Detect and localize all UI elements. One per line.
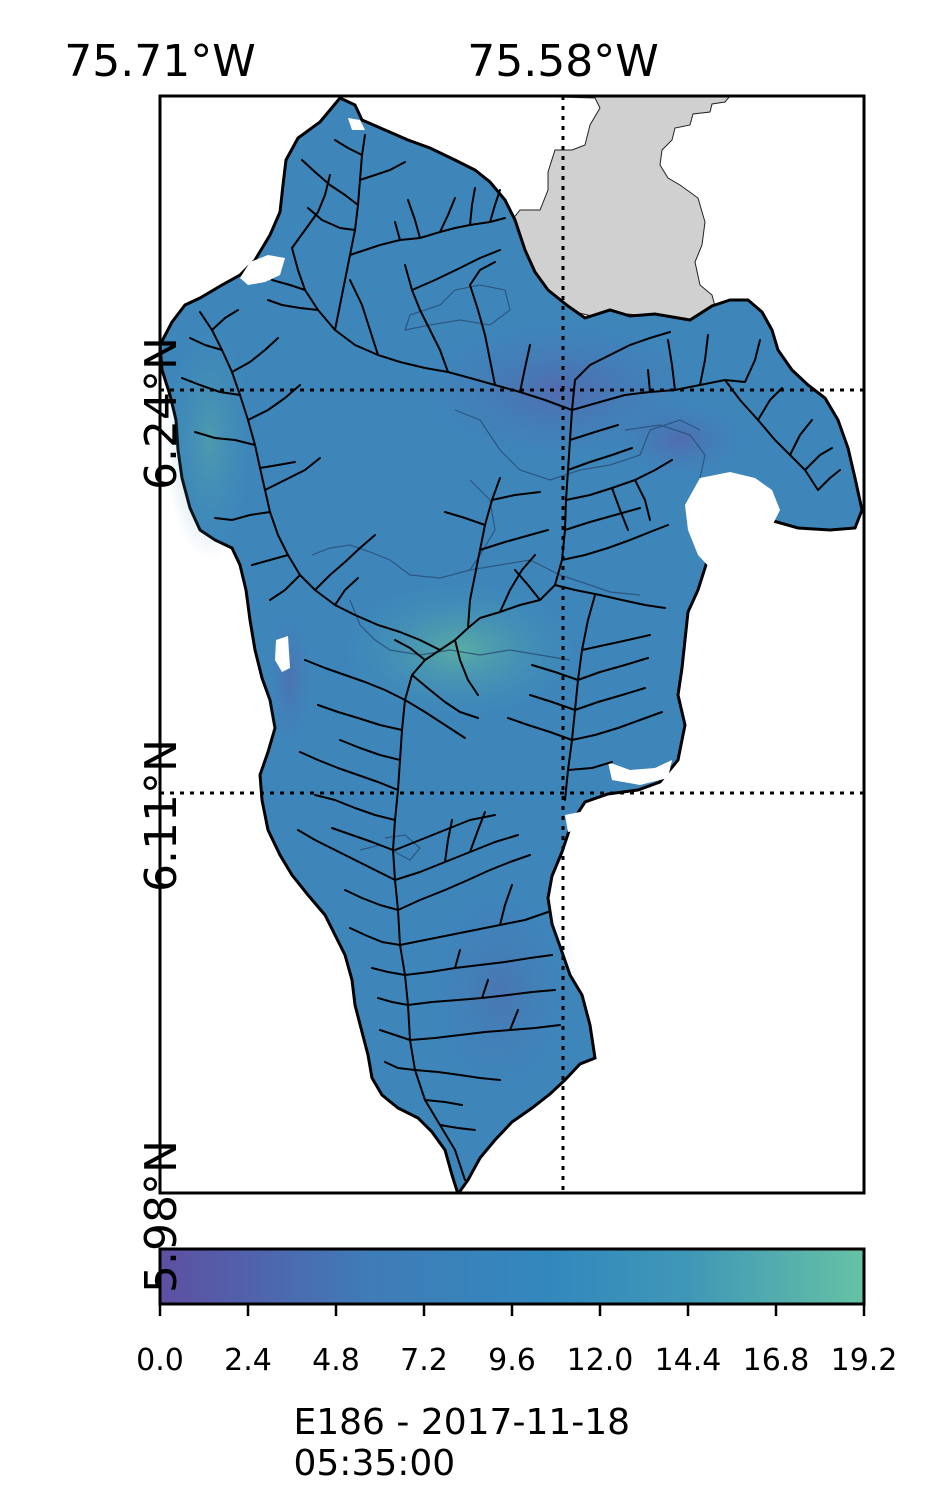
lon-label-1: 75.71°W (64, 36, 256, 87)
high-value-zone (340, 580, 580, 720)
lat-label-1: 6.24°N (136, 337, 187, 490)
colorbar-tick-label: 4.8 (312, 1343, 360, 1378)
lon-label-2: 75.58°W (467, 36, 659, 87)
no-data-hole (608, 760, 672, 785)
graticule (160, 96, 864, 1193)
colorbar-tick-label: 14.4 (654, 1343, 722, 1378)
lat-label-3: 5.98°N (136, 1140, 187, 1293)
no-data-hole (240, 255, 285, 285)
colorbar-tick-label: 7.2 (400, 1343, 448, 1378)
no-data-hole (565, 812, 580, 832)
low-value-zone-east (610, 400, 750, 480)
map-frame (158, 94, 866, 1195)
colorbar-gradient (158, 1247, 866, 1306)
low-value-zone-west (265, 600, 315, 760)
colorbar-tick-label: 12.0 (566, 1343, 634, 1378)
colorbar-tick-label: 19.2 (830, 1343, 898, 1378)
colorbar-title: E186 - 2017-11-18 05:35:00 (293, 1402, 631, 1484)
lat-label-2: 6.11°N (136, 739, 187, 892)
no-data-hole (685, 472, 780, 570)
colorbar-tick-label: 0.0 (136, 1343, 184, 1378)
river-network (181, 134, 841, 1181)
colorbar-tick-label: 16.8 (742, 1343, 810, 1378)
colorbar-tick-label: 9.6 (488, 1343, 536, 1378)
no-data-hole (275, 636, 290, 672)
colorbar-ticks (158, 1304, 866, 1316)
colorbar-tick-label: 2.4 (224, 1343, 272, 1378)
no-data-hole (348, 118, 365, 130)
low-value-zone-south (420, 870, 580, 1110)
